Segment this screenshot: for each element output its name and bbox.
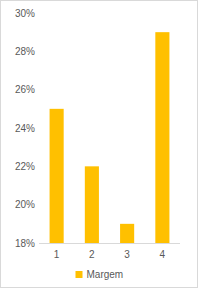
legend-entry: Margem <box>76 269 124 280</box>
x-tick-label: 3 <box>124 249 130 260</box>
x-tick-label: 2 <box>89 249 95 260</box>
bar <box>120 224 134 243</box>
legend-swatch <box>76 271 83 278</box>
y-tick-label: 24% <box>15 123 35 134</box>
y-tick-label: 26% <box>15 84 35 95</box>
chart-border <box>1 1 198 288</box>
x-tick-label: 4 <box>160 249 166 260</box>
chart-container: 18% 20% 22% 24% 26% 28% 30% 1 2 3 4 Margem <box>0 0 198 288</box>
chart-svg: 18% 20% 22% 24% 26% 28% 30% 1 2 3 4 Margem <box>0 0 198 288</box>
legend-label: Margem <box>87 269 124 280</box>
y-tick-label: 20% <box>15 199 35 210</box>
y-tick-label: 18% <box>15 238 35 249</box>
x-tick-label: 1 <box>54 249 60 260</box>
y-tick-label: 22% <box>15 161 35 172</box>
bar <box>50 109 64 243</box>
bar <box>85 166 99 243</box>
bar <box>155 32 169 243</box>
bars <box>50 32 170 243</box>
y-tick-label: 30% <box>15 8 35 19</box>
y-tick-label: 28% <box>15 46 35 57</box>
x-axis <box>39 243 180 244</box>
